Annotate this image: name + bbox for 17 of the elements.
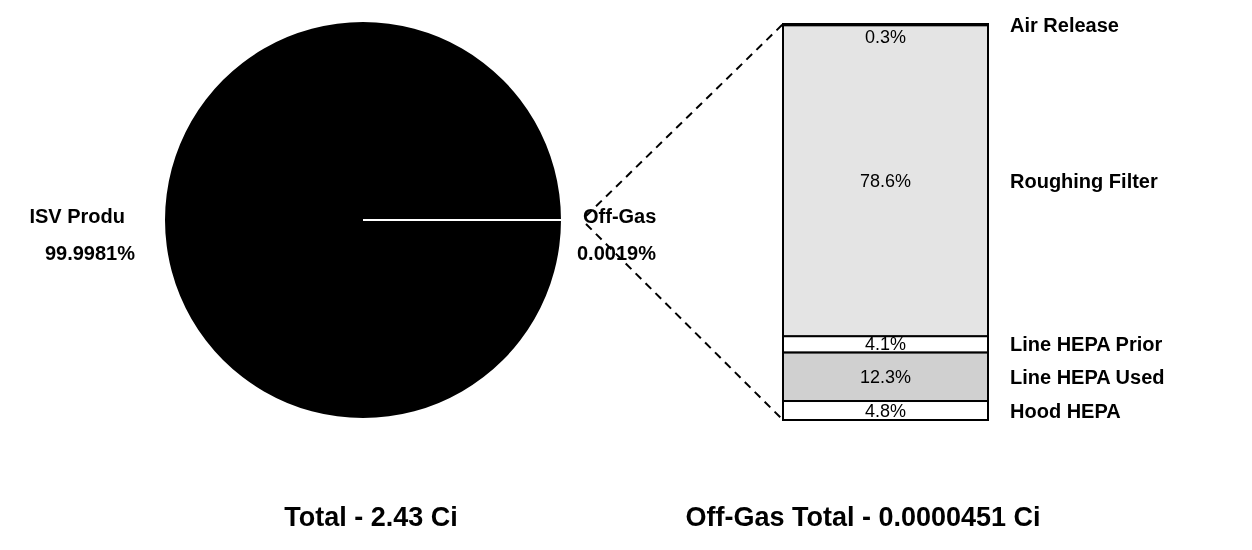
- pie-slice: [165, 22, 561, 418]
- data-label: 99.9981%: [44, 242, 136, 264]
- series-label: Line HEPA Used: [1010, 365, 1165, 388]
- series-label: Line HEPA Prior: [1010, 333, 1163, 356]
- data-label: 0.0019%: [577, 242, 657, 264]
- data-label: 0.3%: [864, 27, 907, 47]
- series-label: Air Release: [1010, 13, 1119, 36]
- slice-label: Off-Gas: [583, 205, 657, 227]
- series-label: Hood HEPA: [1010, 399, 1121, 422]
- series-label: Roughing Filter: [1010, 169, 1158, 192]
- data-label: 12.3%: [859, 366, 912, 387]
- data-label: 4.1%: [864, 334, 907, 355]
- text: Total - 2.43 Ci: [284, 502, 458, 532]
- data-label: 4.8%: [864, 400, 907, 421]
- slice-label: ISV Produ: [29, 205, 125, 227]
- text: Off-Gas Total - 0.0000451 Ci: [685, 502, 1041, 532]
- data-label: 78.6%: [859, 170, 912, 191]
